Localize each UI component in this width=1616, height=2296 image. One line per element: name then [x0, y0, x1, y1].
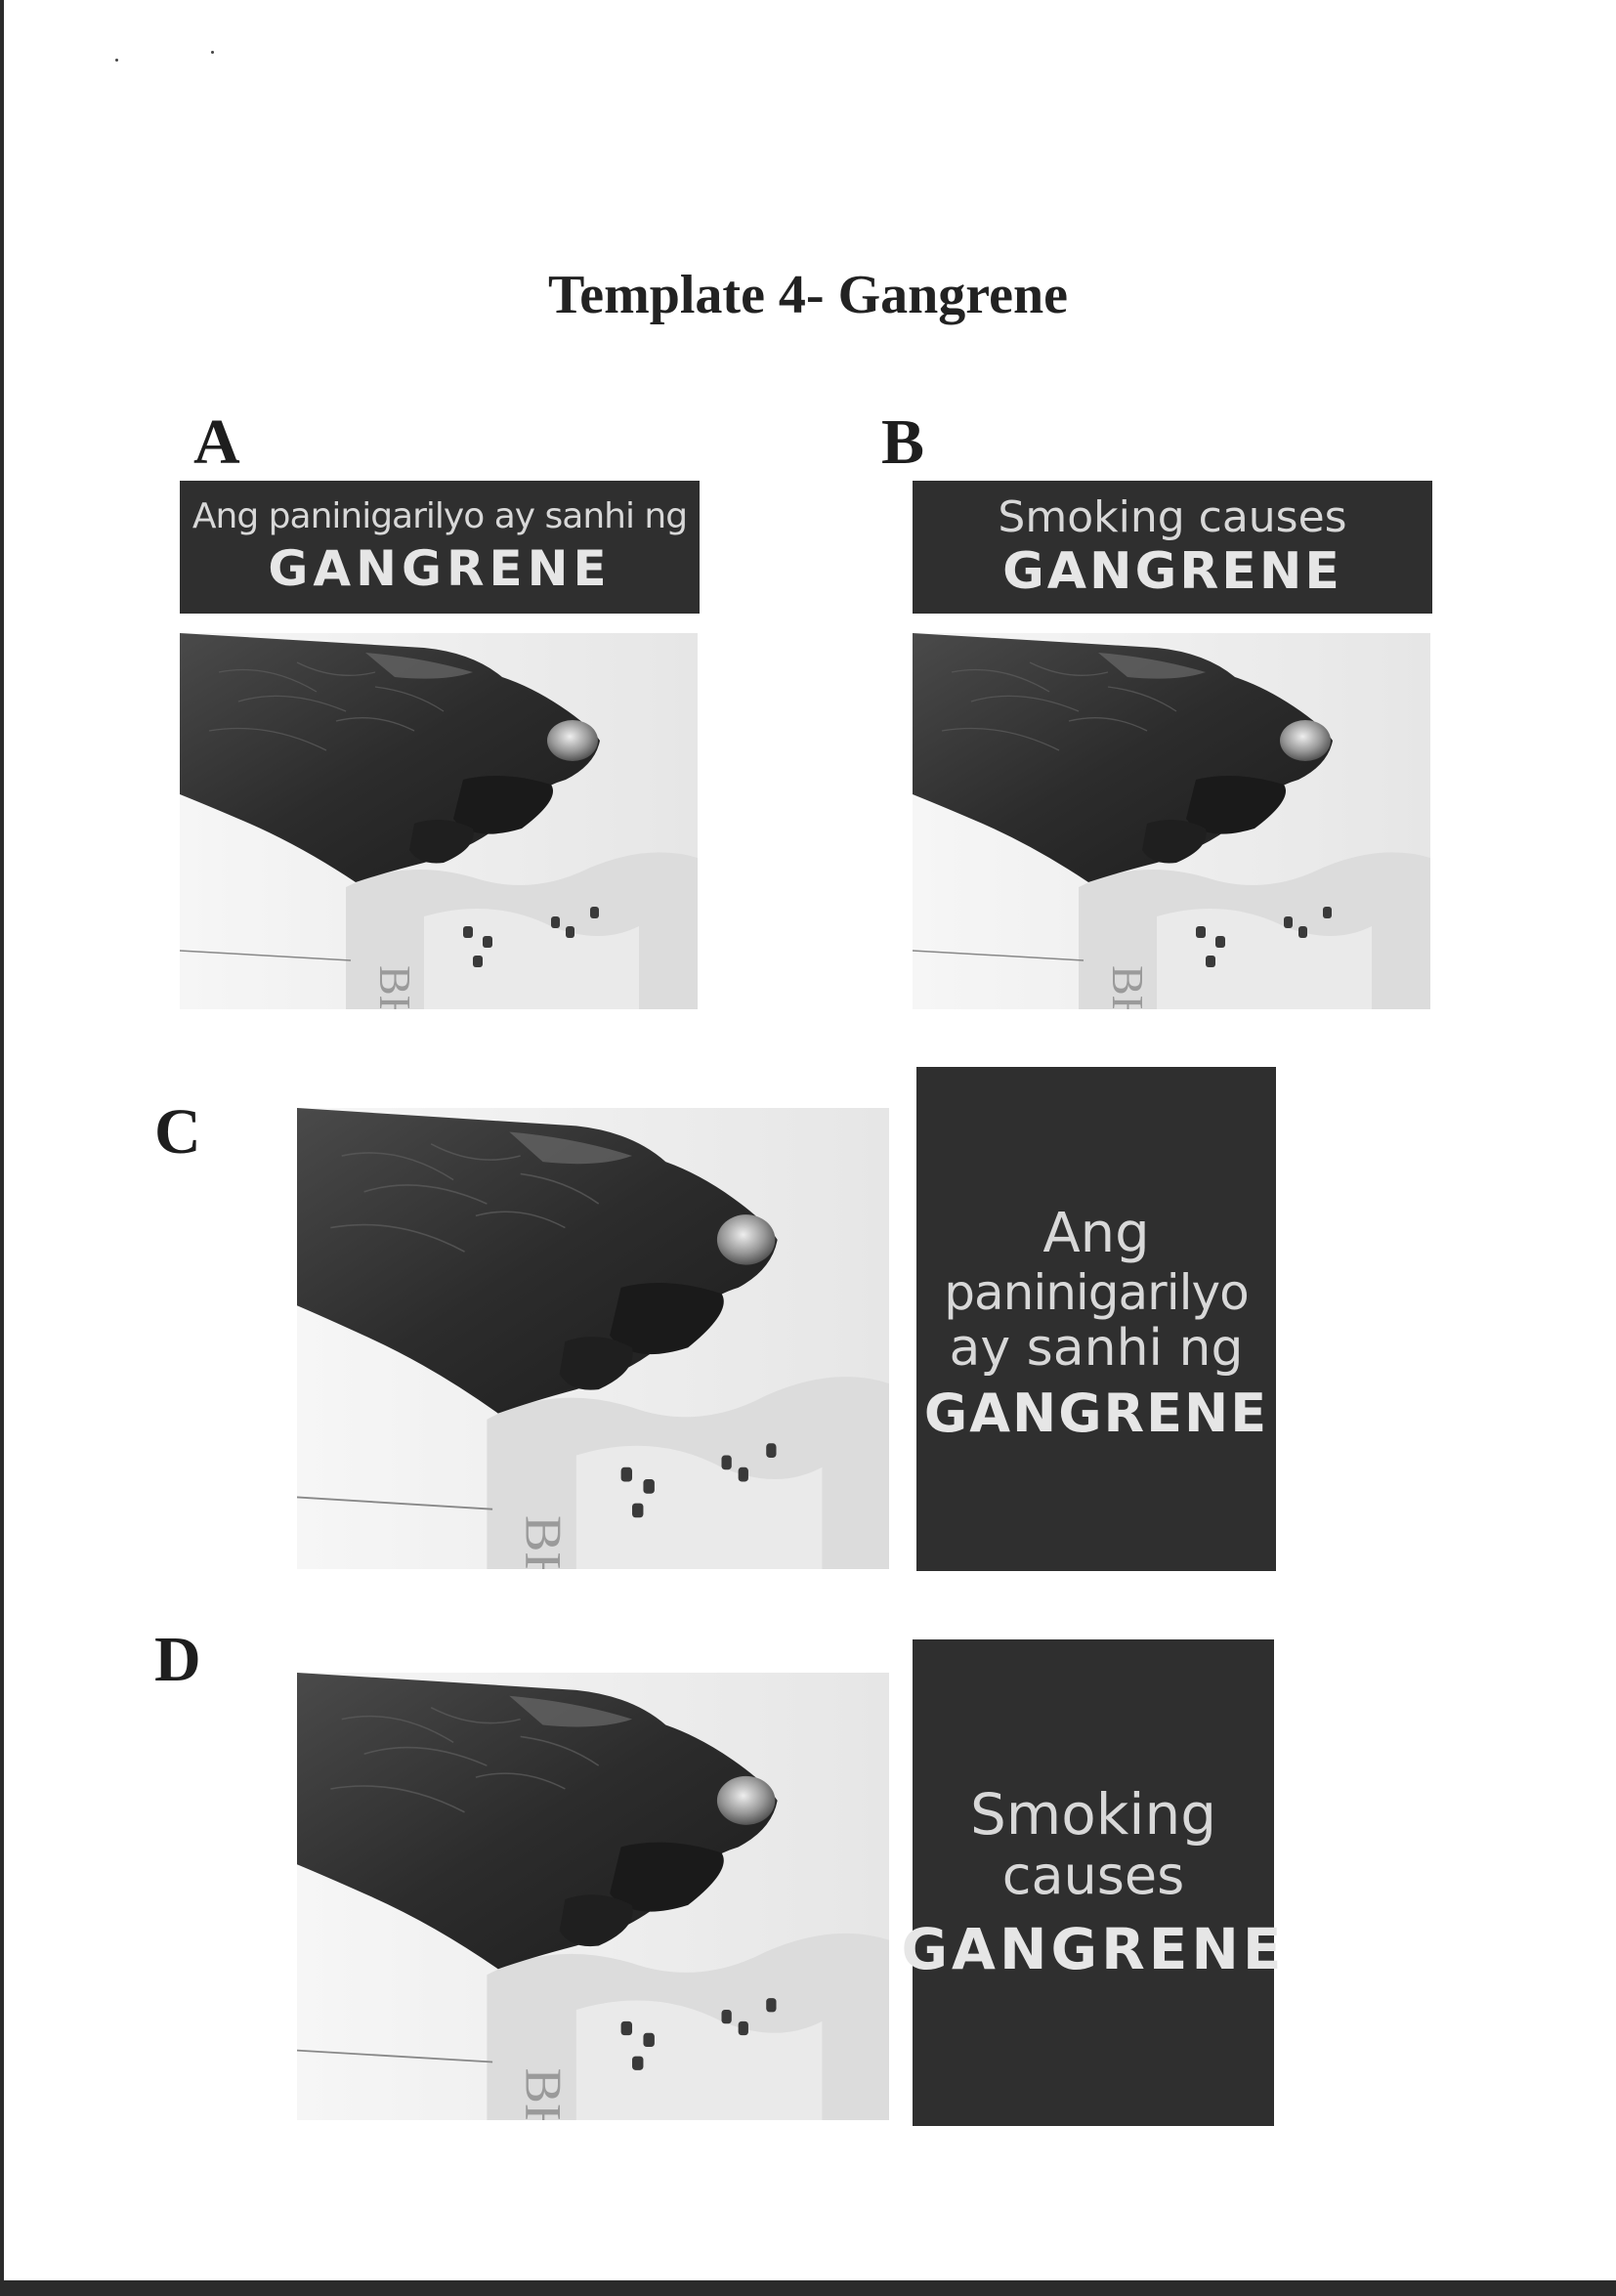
panel-c-warning-line-1: Ang [1042, 1202, 1150, 1266]
panel-b-warning-label: Smoking causes GANGRENE [913, 481, 1432, 614]
panel-d-warning-label: Smoking causes GANGRENE [901, 1639, 1282, 2126]
scan-border-bottom [0, 2280, 1616, 2296]
scan-speck [115, 59, 118, 62]
panel-d-warning-line-2: causes [1001, 1845, 1185, 1907]
panel-a-warning-text: Ang paninigarilyo ay sanhi ng [191, 495, 688, 536]
panel-c-letter: C [154, 1096, 201, 1168]
panel-c-warning-label: Ang paninigarilyo ay sanhi ng GANGRENE [916, 1067, 1276, 1571]
panel-d-letter: D [154, 1624, 201, 1695]
panel-b-warning-text: Smoking causes [998, 492, 1347, 543]
panel-a-letter: A [193, 406, 240, 478]
panel-b-warning-keyword: GANGRENE [1002, 541, 1342, 601]
panel-d-warning-line-1: Smoking [969, 1781, 1217, 1849]
panel-b-foot-photo [913, 633, 1430, 1009]
panel-a-warning-label: Ang paninigarilyo ay sanhi ng GANGRENE [180, 481, 700, 614]
panel-d-foot-photo [297, 1673, 889, 2120]
panel-c-warning-keyword: GANGRENE [923, 1382, 1269, 1444]
panel-a-warning-keyword: GANGRENE [268, 540, 612, 598]
panel-c-warning-line-2: paninigarilyo [944, 1263, 1249, 1321]
panel-a-foot-photo [180, 633, 698, 1009]
scan-border-left [0, 0, 4, 2296]
panel-c-warning-line-3: ay sanhi ng [949, 1318, 1244, 1378]
panel-c-foot-photo [297, 1108, 889, 1569]
panel-d-warning-keyword: GANGRENE [901, 1915, 1286, 1982]
panel-b-letter: B [881, 406, 925, 478]
scan-speck [211, 51, 214, 54]
page-title: Template 4- Gangrene [548, 265, 1068, 325]
